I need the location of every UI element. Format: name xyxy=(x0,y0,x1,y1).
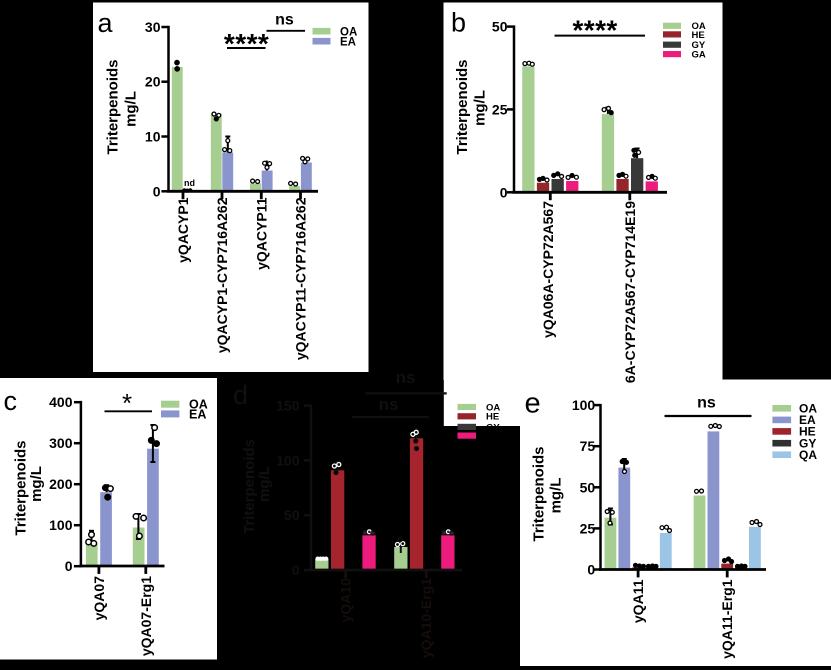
svg-text:100: 100 xyxy=(276,452,300,468)
svg-text:Triterpenoids: Triterpenoids xyxy=(454,59,471,154)
svg-text:yQA07: yQA07 xyxy=(91,576,107,621)
svg-text:****: **** xyxy=(573,14,618,45)
svg-text:300: 300 xyxy=(49,435,73,451)
svg-text:20: 20 xyxy=(145,74,161,90)
svg-text:150: 150 xyxy=(276,398,300,414)
svg-text:Triterpenoids: Triterpenoids xyxy=(12,440,29,535)
svg-text:100: 100 xyxy=(49,517,73,533)
svg-text:6A-CYP72A567-CYP714E19: 6A-CYP72A567-CYP714E19 xyxy=(622,201,638,383)
svg-text:0: 0 xyxy=(65,558,73,574)
svg-text:yQA10: yQA10 xyxy=(338,578,354,623)
svg-text:100: 100 xyxy=(572,397,596,413)
svg-text:GA: GA xyxy=(692,50,706,61)
svg-text:OA: OA xyxy=(799,402,817,416)
svg-text:yQACYP1-CYP716A262: yQACYP1-CYP716A262 xyxy=(214,197,230,353)
svg-text:mg/L: mg/L xyxy=(123,91,140,127)
svg-text:yQA07-Erg1: yQA07-Erg1 xyxy=(138,576,154,656)
svg-text:OA: OA xyxy=(692,21,706,32)
svg-text:GA: GA xyxy=(486,431,500,442)
svg-text:HE: HE xyxy=(486,412,499,423)
svg-text:400: 400 xyxy=(49,394,73,410)
svg-text:EA: EA xyxy=(799,413,816,427)
svg-text:QA: QA xyxy=(799,448,817,462)
svg-text:0: 0 xyxy=(153,183,161,199)
svg-text:yQACYP11: yQACYP11 xyxy=(253,197,269,270)
svg-text:yQA11-Erg1: yQA11-Erg1 xyxy=(719,579,735,659)
svg-text:d: d xyxy=(233,380,248,410)
svg-text:Triterpenoids: Triterpenoids xyxy=(241,439,258,534)
svg-text:OA: OA xyxy=(189,398,208,412)
svg-text:yQA11: yQA11 xyxy=(630,579,646,623)
svg-text:GY: GY xyxy=(799,437,816,451)
svg-text:HE: HE xyxy=(692,30,705,41)
svg-text:ns: ns xyxy=(396,368,416,387)
svg-text:200: 200 xyxy=(49,476,73,492)
svg-text:mg/L: mg/L xyxy=(28,466,45,502)
svg-text:0: 0 xyxy=(500,184,508,200)
svg-text:25: 25 xyxy=(580,520,596,536)
svg-text:*: * xyxy=(122,388,132,418)
svg-text:OA: OA xyxy=(340,26,357,38)
svg-text:30: 30 xyxy=(145,19,161,35)
svg-text:ns: ns xyxy=(275,12,294,29)
svg-text:e: e xyxy=(525,388,541,420)
svg-text:mg/L: mg/L xyxy=(256,466,273,502)
svg-text:75: 75 xyxy=(580,438,596,454)
svg-text:****: **** xyxy=(224,28,269,59)
svg-text:yQACYP11-CYP716A262: yQACYP11-CYP716A262 xyxy=(293,197,309,360)
svg-text:50: 50 xyxy=(492,19,508,35)
svg-text:25: 25 xyxy=(492,101,508,117)
svg-text:yQA06A-CYP72A567: yQA06A-CYP72A567 xyxy=(540,201,556,338)
svg-text:OA: OA xyxy=(486,402,500,413)
svg-text:0: 0 xyxy=(587,562,595,578)
svg-text:ns: ns xyxy=(379,395,399,414)
svg-text:yQACYP1: yQACYP1 xyxy=(175,197,191,263)
svg-text:c: c xyxy=(4,386,18,416)
svg-text:mg/L: mg/L xyxy=(547,478,564,514)
svg-text:Triterpenoids: Triterpenoids xyxy=(530,446,547,541)
svg-text:0: 0 xyxy=(292,562,300,578)
svg-text:mg/L: mg/L xyxy=(472,90,489,126)
svg-text:EA: EA xyxy=(340,36,356,48)
svg-text:a: a xyxy=(98,8,114,38)
svg-text:10: 10 xyxy=(145,129,161,145)
svg-text:HE: HE xyxy=(799,425,816,439)
svg-text:50: 50 xyxy=(284,507,300,523)
svg-text:ns: ns xyxy=(697,395,716,412)
svg-text:yQA10-Erg1: yQA10-Erg1 xyxy=(418,578,434,658)
svg-text:GY: GY xyxy=(692,40,706,51)
svg-text:EA: EA xyxy=(189,407,206,421)
svg-text:GY: GY xyxy=(486,422,500,433)
svg-text:Triterpenoids: Triterpenoids xyxy=(104,59,121,154)
svg-text:b: b xyxy=(451,8,466,38)
svg-text:50: 50 xyxy=(580,479,596,495)
svg-text:nd: nd xyxy=(184,178,195,188)
